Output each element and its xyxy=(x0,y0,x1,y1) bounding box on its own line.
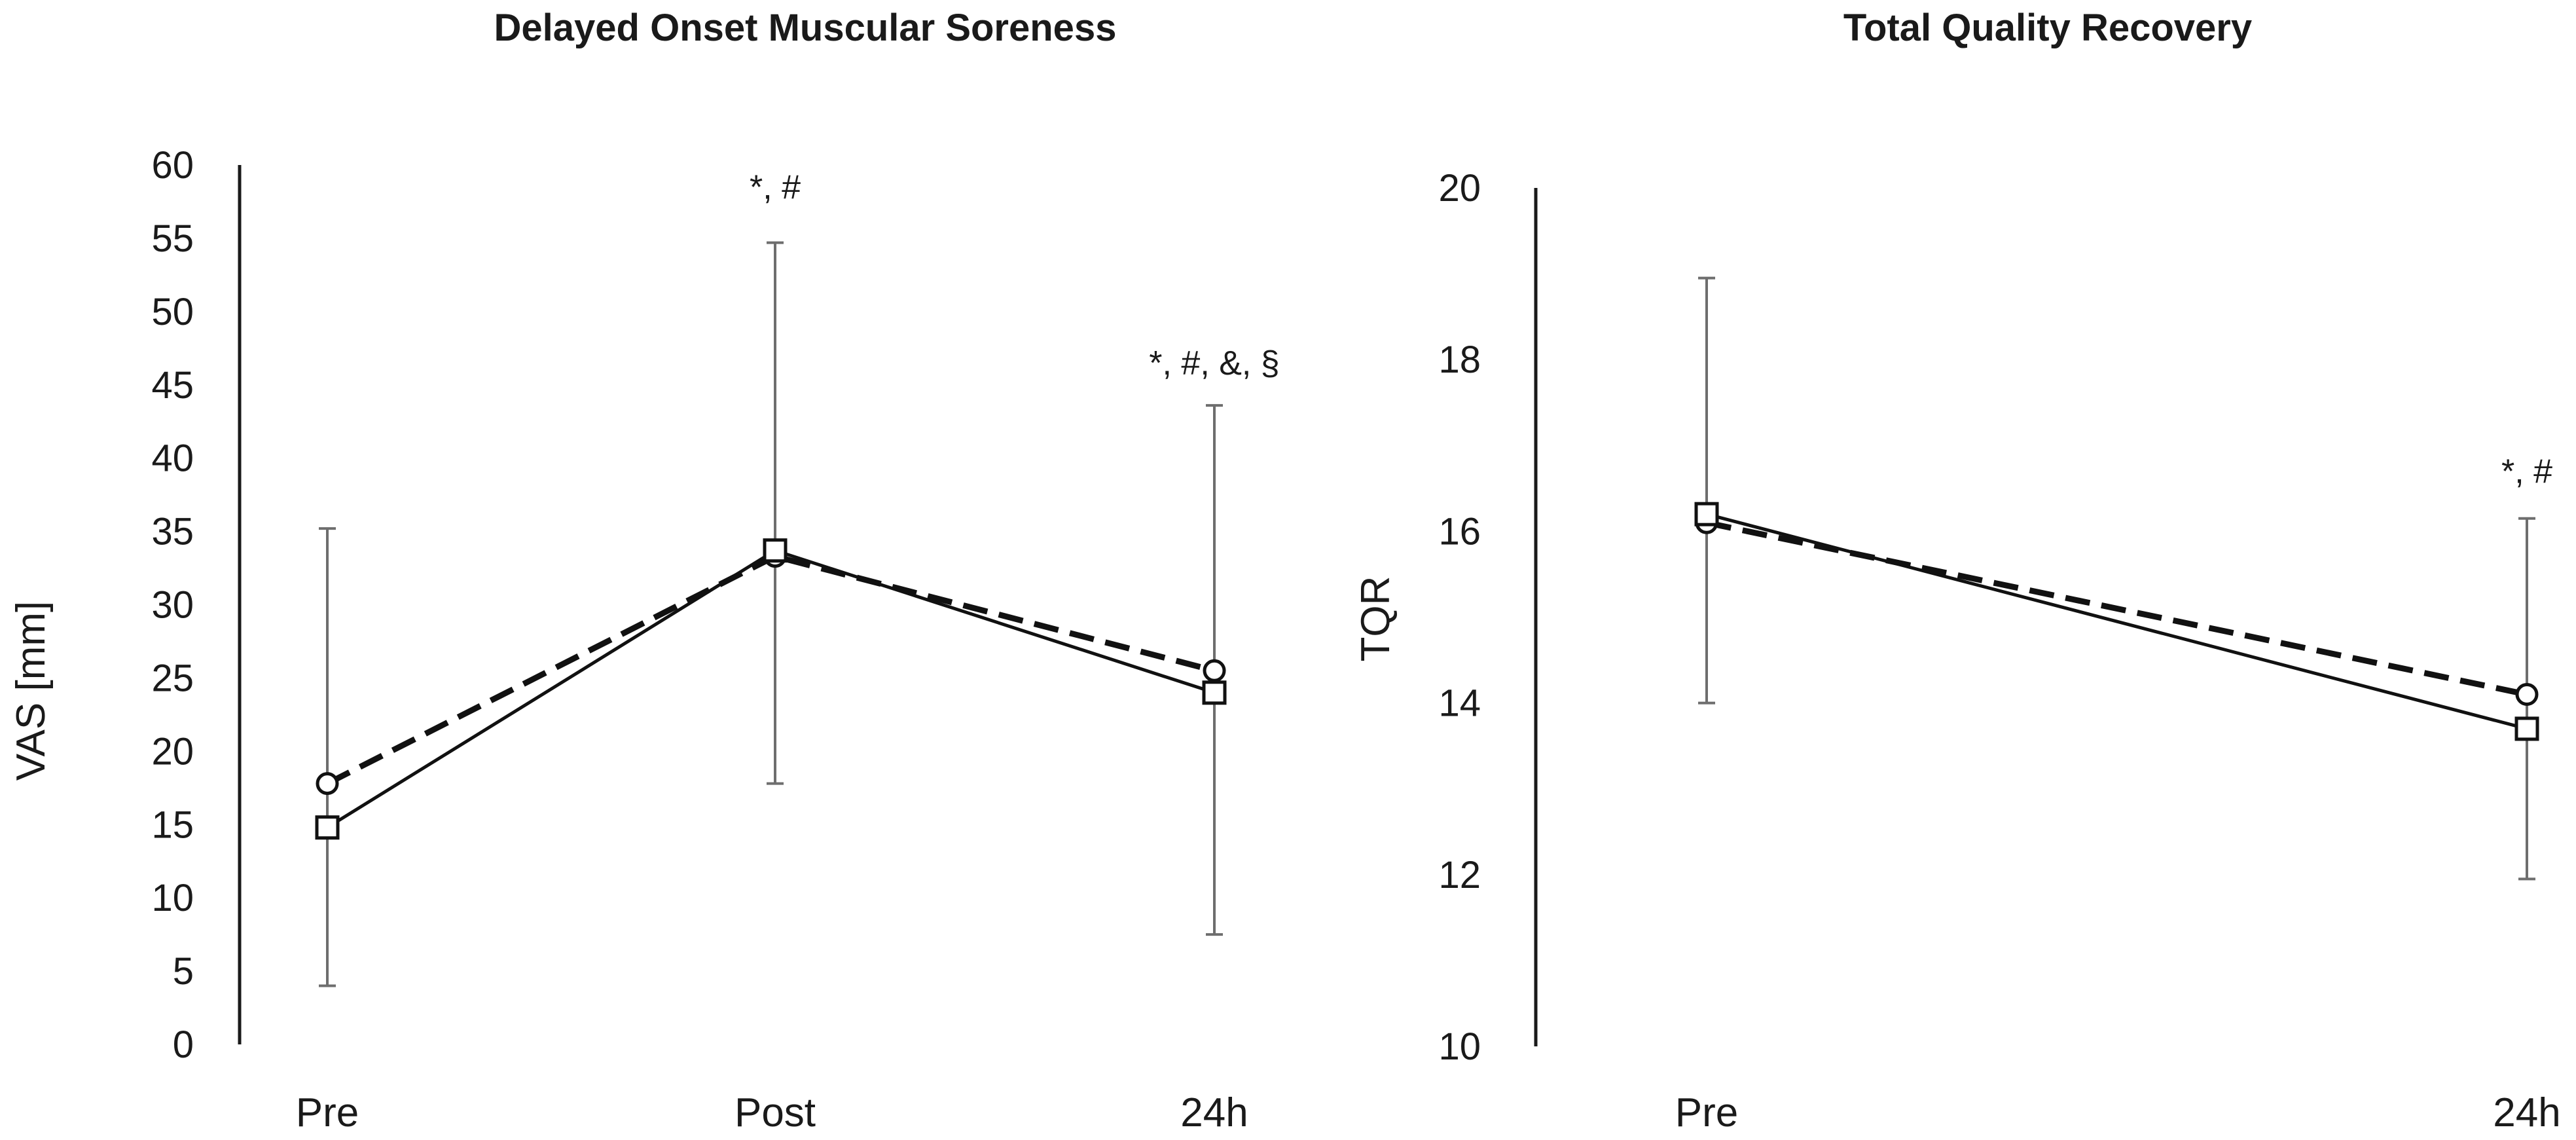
doms-point-circle xyxy=(1203,659,1226,682)
doms-significance-annotation: *, # xyxy=(750,169,801,207)
tqr-y-tick-label: 18 xyxy=(1438,339,1481,381)
doms-y-tick-label: 35 xyxy=(151,511,194,553)
doms-series-lines xyxy=(325,548,1216,829)
tqr-point-circle xyxy=(2515,682,2539,706)
doms-y-tick-label: 0 xyxy=(173,1023,194,1066)
doms-y-axis-label: VAS [mm] xyxy=(9,601,54,781)
tqr-line-circle-dashed xyxy=(1706,519,2528,697)
panel-doms: Delayed Onset Muscular Soreness VAS [mm]… xyxy=(9,7,1280,1135)
doms-significance-annotation: *, #, &, § xyxy=(1149,344,1279,382)
doms-point-square xyxy=(1202,680,1227,705)
doms-title: Delayed Onset Muscular Soreness xyxy=(494,7,1117,49)
tqr-point-square xyxy=(1694,502,1719,526)
tqr-y-tick-label: 16 xyxy=(1438,510,1481,553)
tqr-markers xyxy=(1694,502,2539,741)
doms-y-tick-label: 40 xyxy=(151,437,194,480)
doms-y-tick-label: 60 xyxy=(151,144,194,187)
tqr-y-ticks: 10 12 14 16 18 20 xyxy=(1438,167,1481,1068)
doms-point-circle xyxy=(316,772,339,796)
doms-categories: Pre Post 24h xyxy=(296,1090,1248,1135)
doms-line-square-solid xyxy=(326,548,1215,829)
tqr-title: Total Quality Recovery xyxy=(1843,7,2252,49)
doms-y-tick-label: 30 xyxy=(151,584,194,627)
tqr-point-square xyxy=(2514,716,2539,741)
tqr-y-axis-label: TQR xyxy=(1353,576,1398,662)
panel-tqr: Total Quality Recovery TQR 101214161820 … xyxy=(1353,7,2561,1135)
tqr-y-tick-label: 14 xyxy=(1438,682,1481,725)
tqr-significance-annotation: *, # xyxy=(2501,453,2552,491)
doms-y-tick-label: 10 xyxy=(151,877,194,919)
tqr-y-tick-label: 20 xyxy=(1438,167,1481,210)
doms-category-label: 24h xyxy=(1180,1090,1248,1135)
doms-category-label: Pre xyxy=(296,1090,359,1135)
doms-y-tick-label: 55 xyxy=(151,217,194,260)
tqr-annotations: *, # xyxy=(2501,453,2552,491)
doms-annotations: *, # *, #, &, § xyxy=(750,169,1280,383)
doms-error-bars xyxy=(319,241,1223,987)
doms-point-square xyxy=(763,538,788,563)
tqr-error-bars xyxy=(1698,276,2535,881)
doms-y-ticks: 0 5 10 15 20 25 30 35 40 45 50 55 60 xyxy=(151,144,194,1066)
doms-y-tick-label: 25 xyxy=(151,657,194,699)
doms-point-square xyxy=(315,815,340,840)
tqr-y-tick-label: 10 xyxy=(1438,1025,1481,1068)
doms-category-label: Post xyxy=(735,1090,816,1135)
doms-line-circle-dashed xyxy=(325,553,1216,786)
tqr-category-label: 24h xyxy=(2493,1090,2560,1135)
tqr-series-lines xyxy=(1706,512,2528,731)
doms-y-tick-label: 45 xyxy=(151,364,194,407)
doms-y-tick-label: 15 xyxy=(151,803,194,846)
tqr-y-tick-label: 12 xyxy=(1438,854,1481,896)
tqr-categories: Pre 24h xyxy=(1675,1090,2561,1135)
doms-markers xyxy=(315,538,1227,840)
tqr-category-label: Pre xyxy=(1675,1090,1738,1135)
doms-y-tick-label: 50 xyxy=(151,291,194,333)
doms-y-tick-label: 5 xyxy=(173,950,194,993)
tqr-line-square-solid xyxy=(1706,512,2528,731)
doms-y-tick-label: 20 xyxy=(151,730,194,773)
